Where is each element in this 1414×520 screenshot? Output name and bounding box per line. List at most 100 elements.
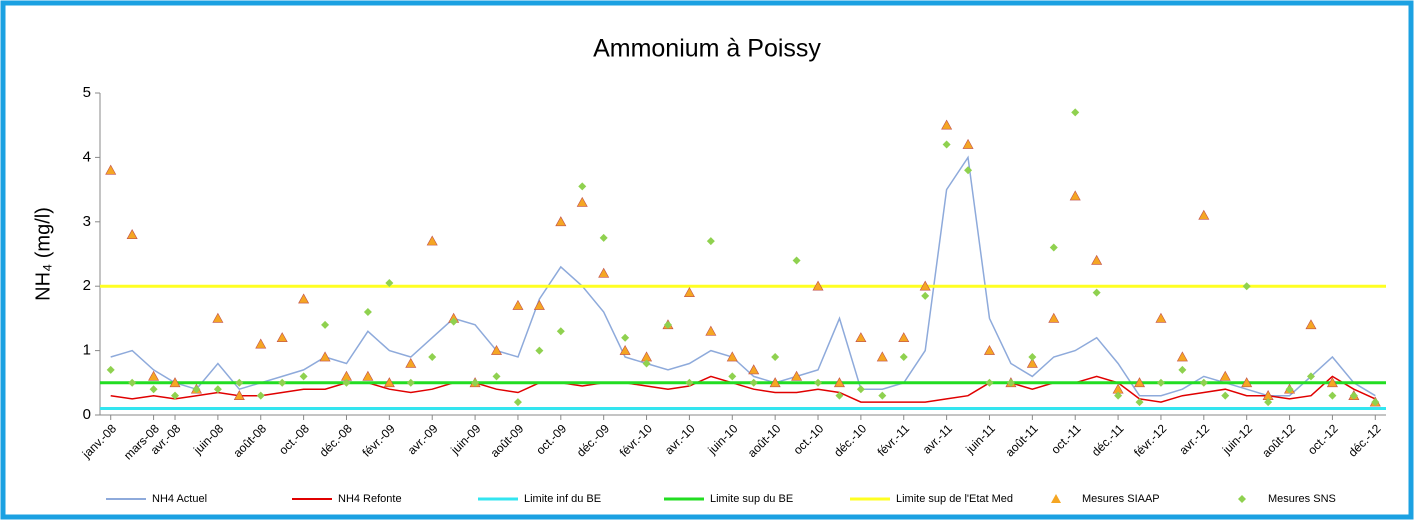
data-point <box>1371 398 1380 407</box>
chart-title: Ammonium à Poissy <box>593 35 821 63</box>
data-point <box>106 365 115 374</box>
data-point <box>321 320 330 329</box>
data-point <box>362 370 374 381</box>
data-point <box>748 364 760 375</box>
data-point <box>814 378 823 387</box>
data-point <box>491 344 503 355</box>
data-point <box>235 378 244 387</box>
data-point <box>1026 357 1038 368</box>
data-point <box>405 357 417 368</box>
data-point <box>535 346 544 355</box>
data-point <box>533 299 545 310</box>
data-point <box>919 280 931 291</box>
data-point <box>1241 377 1253 388</box>
data-point <box>749 378 758 387</box>
data-point <box>983 344 995 355</box>
data-point <box>105 164 117 175</box>
data-point <box>791 370 803 381</box>
legend-label: Limite sup du BE <box>710 493 793 505</box>
data-point <box>148 370 160 381</box>
data-point <box>556 327 565 336</box>
legend-symbol <box>1238 495 1246 503</box>
data-point <box>276 332 288 343</box>
data-point <box>512 299 524 310</box>
data-point <box>726 351 738 362</box>
data-point <box>126 229 138 239</box>
data-point <box>899 353 908 362</box>
data-point <box>1135 398 1144 407</box>
data-point <box>363 307 372 316</box>
data-point <box>385 278 394 287</box>
data-point <box>1134 377 1146 388</box>
y-tick-label: 4 <box>83 148 91 165</box>
data-point <box>621 333 630 342</box>
data-point <box>471 378 480 387</box>
data-point <box>898 332 910 343</box>
data-point <box>128 378 137 387</box>
data-point <box>342 378 351 387</box>
data-point <box>1328 391 1337 400</box>
data-point <box>1156 378 1165 387</box>
y-tick-label: 1 <box>83 342 91 359</box>
y-axis-label: NH₄ (mg/l) <box>32 207 54 301</box>
data-point <box>1349 391 1358 400</box>
data-point <box>1091 254 1103 265</box>
data-point <box>663 320 672 329</box>
data-point <box>1178 365 1187 374</box>
legend-symbol <box>1051 494 1061 503</box>
data-point <box>771 353 780 362</box>
data-point <box>513 398 522 407</box>
data-point <box>1242 282 1251 291</box>
data-point <box>876 351 888 362</box>
data-point <box>1049 243 1058 252</box>
data-point <box>964 166 973 175</box>
legend-label: Limite sup de l'Etat Med <box>896 493 1013 505</box>
data-point <box>1048 312 1060 323</box>
data-point <box>598 267 610 278</box>
y-tick-label: 5 <box>83 84 91 101</box>
data-line <box>110 375 1376 403</box>
data-point <box>171 391 180 400</box>
data-point <box>383 377 395 388</box>
data-point <box>856 385 865 394</box>
data-point <box>835 391 844 400</box>
data-point <box>1092 288 1101 297</box>
data-point <box>1221 391 1230 400</box>
data-point <box>962 138 974 149</box>
data-point <box>1198 209 1210 220</box>
data-point <box>769 377 781 388</box>
data-point <box>319 351 331 362</box>
data-point <box>256 391 265 400</box>
data-point <box>1306 372 1315 381</box>
data-point <box>298 293 310 304</box>
data-point <box>812 280 824 291</box>
data-point <box>406 378 415 387</box>
data-point <box>855 332 867 343</box>
legend-label: Mesures SIAAP <box>1082 493 1160 505</box>
data-point <box>255 338 267 349</box>
data-point <box>942 140 951 149</box>
data-point <box>213 385 222 394</box>
data-point <box>1264 398 1273 407</box>
data-point <box>212 312 224 323</box>
data-point <box>1069 190 1081 201</box>
data-point <box>576 196 588 207</box>
data-point <box>149 385 158 394</box>
data-point <box>1326 377 1338 388</box>
data-point <box>683 287 695 297</box>
data-point <box>792 256 801 265</box>
data-point <box>706 237 715 246</box>
data-point <box>1199 378 1208 387</box>
data-point <box>921 291 930 300</box>
y-tick-label: 0 <box>83 406 91 423</box>
data-point <box>1155 312 1167 323</box>
data-point <box>299 372 308 381</box>
data-point <box>1305 319 1317 330</box>
data-point <box>169 377 181 388</box>
data-point <box>492 372 501 381</box>
legend-label: Limite inf du BE <box>524 493 601 505</box>
data-point <box>1176 351 1188 362</box>
data-point <box>878 391 887 400</box>
legend-label: NH4 Actuel <box>152 493 207 505</box>
